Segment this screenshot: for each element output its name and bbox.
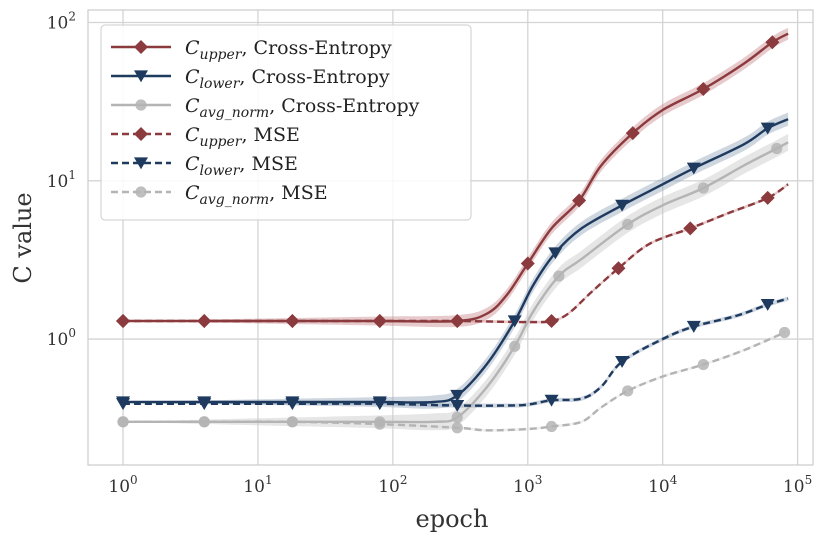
legend-box — [100, 24, 472, 221]
data-point — [686, 320, 701, 333]
data-point — [686, 162, 701, 175]
x-tick-label: 100 — [108, 473, 137, 497]
x-tick-label: 102 — [378, 473, 407, 497]
y-axis-label: C value — [9, 192, 37, 283]
data-point — [572, 193, 587, 208]
data-point — [116, 314, 131, 329]
data-point — [509, 340, 521, 352]
y-tick-label: 102 — [47, 10, 76, 34]
legend-label: Cavg_norm, Cross-Entropy — [185, 95, 420, 121]
x-tick-label: 105 — [783, 473, 812, 497]
data-point — [545, 420, 558, 433]
legend-marker — [134, 40, 148, 54]
data-point — [450, 399, 465, 412]
data-point — [116, 396, 131, 409]
series-markers — [116, 35, 791, 434]
legend-label: Clower, MSE — [185, 153, 298, 179]
legend-marker — [134, 127, 148, 141]
legend-marker — [134, 157, 148, 170]
data-point — [197, 314, 212, 329]
legend-marker — [134, 70, 148, 83]
data-point — [778, 326, 791, 339]
y-ticks: 100 101 102 — [47, 10, 76, 351]
data-point — [622, 218, 634, 231]
legend-label: Cupper, Cross-Entropy — [185, 37, 392, 63]
data-point — [450, 314, 465, 329]
data-point — [611, 261, 626, 276]
data-point — [696, 82, 711, 97]
data-point — [760, 190, 775, 205]
data-point — [625, 126, 640, 141]
legend-label: Clower, Cross-Entropy — [185, 66, 390, 92]
data-point — [553, 270, 565, 282]
data-point — [520, 256, 535, 271]
legend-marker — [135, 186, 147, 198]
series-line — [123, 118, 789, 404]
x-tick-label: 101 — [243, 473, 272, 497]
data-point — [374, 418, 386, 430]
data-point — [286, 416, 298, 428]
y-tick-label: 101 — [47, 168, 76, 192]
data-point — [507, 315, 522, 328]
data-point — [285, 314, 300, 329]
data-point — [372, 314, 387, 329]
data-point — [544, 314, 559, 329]
data-point — [760, 299, 775, 311]
data-point — [771, 142, 783, 155]
legend-marker — [135, 99, 147, 111]
data-point — [697, 182, 709, 194]
data-point — [198, 416, 210, 428]
data-point — [615, 199, 630, 212]
x-tick-label: 103 — [513, 473, 542, 497]
data-point — [544, 394, 559, 407]
data-point — [760, 122, 775, 135]
data-point — [451, 411, 463, 423]
series-line — [123, 32, 789, 323]
data-point — [117, 416, 129, 428]
data-point — [622, 385, 634, 397]
data-point — [615, 356, 630, 368]
x-axis-label: epoch — [416, 505, 489, 533]
legend-label: Cupper, MSE — [185, 124, 300, 150]
legend-label: Cavg_norm, MSE — [185, 182, 328, 208]
data-point — [765, 35, 780, 50]
legend: Cupper, Cross-Entropy Clower, Cross-Entro… — [100, 24, 472, 221]
x-tick-label: 104 — [648, 473, 678, 497]
x-ticks: 100 101 102 103 104 105 — [108, 473, 812, 497]
data-point — [548, 247, 563, 260]
data-point — [683, 221, 698, 236]
data-point — [451, 422, 463, 434]
data-point — [372, 396, 387, 409]
plot-frame — [87, 9, 814, 466]
y-tick-label: 100 — [47, 326, 76, 350]
data-point — [197, 396, 212, 409]
data-point — [697, 358, 709, 371]
data-point — [285, 396, 300, 409]
data-point — [450, 389, 465, 402]
